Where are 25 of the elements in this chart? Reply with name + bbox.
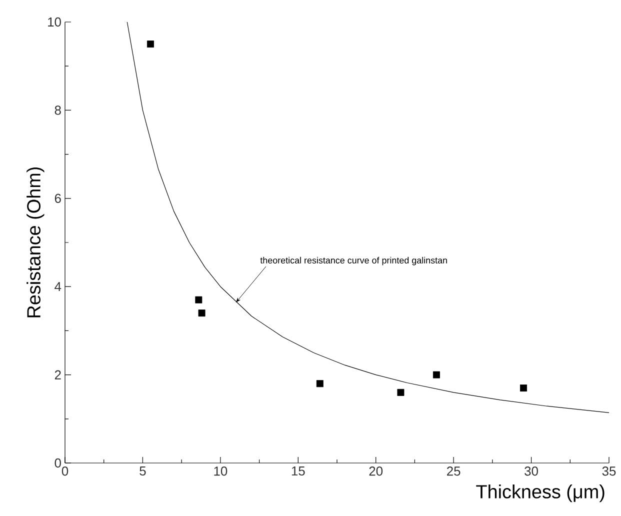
annotation: theoretical resistance curve of printed galinstan bbox=[260, 256, 447, 266]
x-tick-label: 20 bbox=[369, 466, 383, 476]
x-tick-label: 15 bbox=[292, 466, 305, 476]
point bbox=[520, 384, 528, 392]
x-tick-label: 5 bbox=[140, 466, 146, 476]
point bbox=[432, 371, 440, 378]
x-axis-title: Thickness (μm) bbox=[476, 484, 604, 502]
point bbox=[147, 40, 154, 48]
y-tick-label: 0 bbox=[54, 458, 61, 468]
y-tick-label: 2 bbox=[54, 370, 61, 380]
y-tick-label: 8 bbox=[54, 106, 61, 115]
x-tick-label: 35 bbox=[602, 466, 616, 476]
x-tick-label: 0 bbox=[62, 466, 68, 476]
point bbox=[397, 388, 404, 396]
point bbox=[198, 310, 206, 317]
y-tick-label: 10 bbox=[48, 17, 61, 27]
y-axis-title: Resistance (Ohm) bbox=[26, 167, 44, 318]
y-tick-label: 4 bbox=[54, 282, 62, 292]
x-tick-label: 10 bbox=[214, 466, 228, 476]
x-tick-label: 30 bbox=[524, 466, 538, 476]
line-series bbox=[126, 22, 610, 414]
point bbox=[316, 380, 324, 388]
x-tick-label: 25 bbox=[447, 466, 460, 476]
point bbox=[195, 296, 202, 304]
y-tick-label: 6 bbox=[54, 194, 61, 203]
